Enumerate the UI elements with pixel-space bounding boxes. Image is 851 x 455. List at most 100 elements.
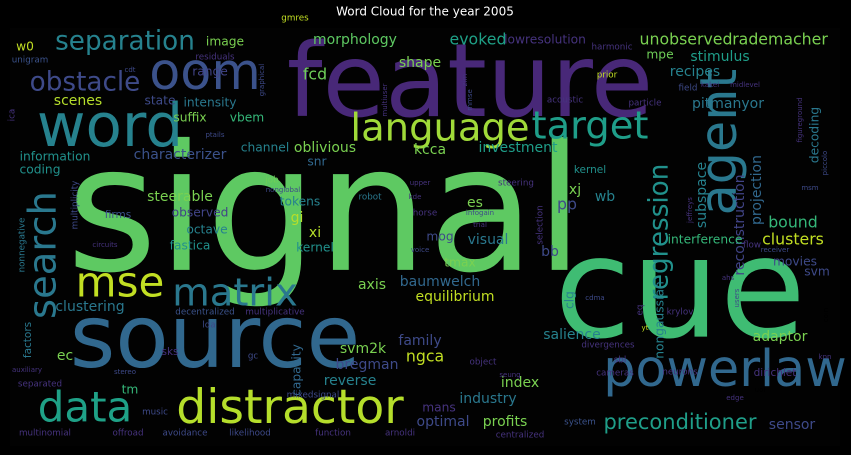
word: cameras <box>596 369 634 379</box>
word: trial <box>473 221 487 229</box>
word: scenes <box>54 93 102 109</box>
word: multiuser <box>381 83 389 116</box>
word: kakei <box>701 81 719 89</box>
word: equilibrium <box>415 289 494 305</box>
word: mpe <box>646 48 673 62</box>
word: cdma <box>585 294 604 302</box>
word: fastica <box>170 239 211 253</box>
word: selection <box>536 205 546 244</box>
word: word <box>37 92 183 161</box>
word: vbem <box>230 111 265 125</box>
word: bregman <box>336 357 399 373</box>
word: robot <box>358 193 382 203</box>
word: bound <box>768 213 818 232</box>
word: kernel <box>296 241 334 255</box>
word: figureground <box>796 97 804 142</box>
word: subspace <box>694 162 710 228</box>
word: tokens <box>280 195 321 209</box>
word: gmres <box>281 14 309 24</box>
word: multiplicity <box>71 181 81 230</box>
word: likelihood <box>229 429 271 439</box>
word: divergences <box>581 341 635 351</box>
word: factors <box>22 322 34 358</box>
word: oom <box>149 42 261 101</box>
word: octave <box>186 223 227 237</box>
word: pitmanyor <box>692 96 764 112</box>
word: range <box>192 65 228 79</box>
word: w0 <box>16 40 34 54</box>
word: coin <box>822 308 830 323</box>
word: knn <box>819 353 832 361</box>
word: information <box>20 150 91 164</box>
word: seung <box>499 371 520 379</box>
word: sks <box>161 346 178 358</box>
word: ica <box>8 109 18 122</box>
word: offroad <box>112 429 143 439</box>
word: music <box>142 408 168 418</box>
word: ahs <box>722 274 735 282</box>
chart-title: Word Cloud for the year 2005 <box>336 5 514 19</box>
word: snr <box>307 155 327 169</box>
word: signal <box>66 109 584 312</box>
word: object <box>470 358 498 368</box>
word: target <box>531 104 648 149</box>
word: xj <box>569 182 581 198</box>
word: tmax <box>444 256 476 270</box>
word: gc <box>248 352 259 362</box>
word: wb <box>595 189 615 205</box>
word: recipes <box>670 64 720 80</box>
word: harmonic <box>591 43 632 53</box>
word: svm <box>804 265 830 279</box>
word: language <box>350 106 529 151</box>
word: movies <box>773 255 817 269</box>
word: edge <box>726 394 744 402</box>
word: kernel <box>574 164 606 176</box>
word: reconstruction <box>732 174 748 275</box>
word: intensity <box>183 96 236 110</box>
word: unobserved <box>640 30 733 49</box>
word: graphical <box>258 64 266 97</box>
word: matrix <box>172 271 298 316</box>
word: stereo <box>114 368 136 376</box>
word: baumwelch <box>400 274 481 290</box>
word: flow <box>743 241 761 251</box>
word: stimulus <box>690 49 749 65</box>
word: system <box>564 418 596 428</box>
word: tm <box>122 383 139 397</box>
word: optimal <box>417 414 470 430</box>
word: sbl <box>614 356 627 366</box>
word: search <box>21 191 66 319</box>
word: uoi <box>755 386 766 394</box>
word: infogain <box>466 209 494 217</box>
word: cdt <box>124 66 135 74</box>
word: krylov <box>667 308 694 318</box>
word: channel <box>241 141 289 155</box>
word: es <box>467 195 483 211</box>
word: steering <box>498 179 534 189</box>
word: eq <box>636 305 646 316</box>
word: index <box>501 375 539 391</box>
word: morphology <box>313 32 397 48</box>
word: coding <box>20 163 61 177</box>
word: ec <box>57 348 73 364</box>
word: decentralized <box>175 308 234 318</box>
word: characterizer <box>134 147 227 163</box>
word: multiplicative <box>245 308 304 318</box>
word: receiver <box>761 246 790 254</box>
word: separation <box>55 27 195 57</box>
word: nonnegative <box>18 218 28 273</box>
word: ptails <box>205 131 224 139</box>
word: rademacher <box>732 30 828 49</box>
word: visual <box>468 232 509 248</box>
word: clustering <box>55 299 124 315</box>
word: shape <box>399 55 441 71</box>
word: reverse <box>324 373 377 389</box>
word: svm2k <box>340 341 387 357</box>
word: acoustic <box>547 96 583 106</box>
word: lda <box>202 321 215 331</box>
word: investment <box>478 140 558 156</box>
word: regression <box>645 164 675 301</box>
word: horse <box>413 209 437 219</box>
